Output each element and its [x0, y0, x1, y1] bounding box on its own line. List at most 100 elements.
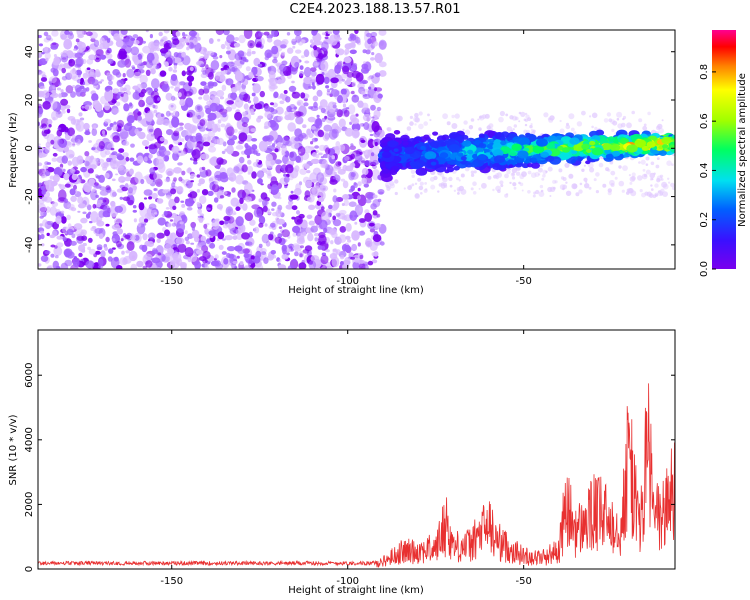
spectrogram-cell: [89, 157, 99, 168]
spectrogram-cell: [226, 139, 235, 146]
spectrogram-cell: [153, 212, 158, 215]
spectrogram-cell: [363, 183, 369, 188]
y-tick-label: -40: [24, 237, 35, 253]
spectrogram-cell: [456, 176, 460, 181]
spectrogram-cell: [216, 90, 225, 97]
spectrogram-cell: [348, 36, 353, 42]
spectrogram-cell: [666, 160, 672, 166]
spectrogram-cell: [173, 130, 180, 137]
spectrogram-cell: [46, 162, 51, 165]
spectrogram-cell: [168, 254, 177, 263]
spectrogram-cell: [278, 259, 282, 263]
spectrogram-cell: [288, 173, 294, 181]
spectrogram-cell: [304, 145, 312, 154]
spectrogram-cell: [94, 69, 101, 77]
spectrogram-cell: [372, 234, 382, 243]
spectrogram-cell: [145, 95, 155, 106]
spectrogram-cell: [295, 35, 302, 43]
spectrogram-cell: [136, 83, 143, 92]
spectrogram-cell: [151, 264, 158, 269]
spectrogram-cell: [303, 49, 310, 58]
spectrogram-cell: [208, 204, 213, 209]
spectrogram-cell: [662, 144, 669, 149]
spectrogram-cell: [120, 93, 124, 98]
spectrogram-cell: [339, 144, 346, 152]
spectrogram-cell: [364, 154, 369, 160]
spectrogram-cell: [172, 205, 177, 210]
spectrogram-cell: [107, 256, 113, 262]
spectrogram-x-label: Height of straight line (km): [288, 285, 424, 296]
spectrogram-cell: [361, 174, 367, 179]
spectrogram-cell: [369, 228, 375, 233]
spectrogram-cell: [325, 85, 330, 89]
spectrogram-cell: [173, 64, 177, 70]
spectrogram-cell: [275, 164, 283, 174]
spectrogram-cell: [73, 48, 77, 51]
spectrogram-cell: [38, 162, 43, 167]
spectrogram-cell: [299, 253, 303, 258]
spectrogram-cell: [376, 106, 382, 112]
spectrogram-cell: [523, 129, 528, 134]
spectrogram-cell: [49, 175, 54, 180]
spectrogram-cell: [285, 164, 294, 174]
spectrogram-cell: [371, 116, 375, 119]
spectrogram-cell: [258, 222, 264, 228]
spectrogram-cell: [657, 123, 663, 130]
spectrogram-cell: [175, 127, 182, 132]
spectrogram-cell: [540, 189, 544, 193]
spectrogram-cell: [123, 103, 130, 112]
spectrogram-cell: [308, 85, 313, 90]
spectrogram-cell: [233, 128, 238, 133]
spectrogram-cell: [159, 40, 164, 47]
spectrogram-cell: [257, 115, 264, 120]
spectrogram-cell: [84, 151, 90, 157]
spectrogram-cell: [219, 195, 225, 199]
spectrogram-cell: [144, 218, 148, 223]
spectrogram-cell: [418, 123, 424, 130]
spectrogram-cell: [141, 244, 148, 253]
spectrogram-cell: [115, 101, 121, 107]
spectrogram-cell: [271, 45, 279, 55]
spectrogram-cell: [321, 245, 326, 250]
spectrogram-cell: [325, 147, 331, 155]
spectrogram-cell: [373, 251, 379, 257]
spectrogram-cell: [299, 168, 307, 175]
spectrogram-cell: [349, 114, 357, 122]
spectrogram-cell: [178, 214, 182, 219]
spectrogram-cell: [427, 113, 430, 117]
spectrogram-cell: [417, 177, 422, 182]
spectrogram-cell: [205, 239, 211, 245]
spectrogram-cell: [77, 34, 84, 39]
spectrogram-cell: [242, 93, 251, 103]
spectrogram-cell: [341, 96, 347, 104]
spectrogram-cell: [317, 129, 325, 138]
spectrogram-cell: [214, 254, 219, 260]
spectrogram-cell: [488, 138, 495, 143]
spectrogram-cell: [58, 93, 62, 98]
spectrogram-cell: [74, 52, 84, 59]
spectrogram-cell: [96, 219, 102, 225]
spectrogram-cell: [109, 153, 118, 160]
spectrogram-cell: [171, 116, 180, 128]
spectrogram-cell: [585, 160, 591, 165]
spectrogram-cell: [258, 140, 268, 152]
spectrogram-cell: [275, 209, 282, 218]
spectrogram-cell: [116, 240, 122, 248]
spectrogram-cell: [111, 224, 121, 230]
spectrogram-cell: [292, 232, 297, 237]
spectrogram-cell: [207, 190, 214, 196]
spectrogram-cell: [565, 181, 568, 184]
spectrogram-cell: [348, 201, 357, 207]
spectrogram-cell: [126, 68, 135, 78]
spectrogram-cell: [650, 161, 655, 166]
spectrogram-cell: [565, 190, 572, 196]
spectrogram-cell: [194, 42, 202, 53]
spectrogram-cell: [321, 117, 326, 123]
spectrogram-cell: [70, 137, 79, 143]
spectrogram-cell: [201, 166, 206, 171]
spectrogram-cell: [240, 95, 245, 98]
spectrogram-cell: [557, 145, 564, 151]
spectrogram-cell: [400, 134, 410, 142]
